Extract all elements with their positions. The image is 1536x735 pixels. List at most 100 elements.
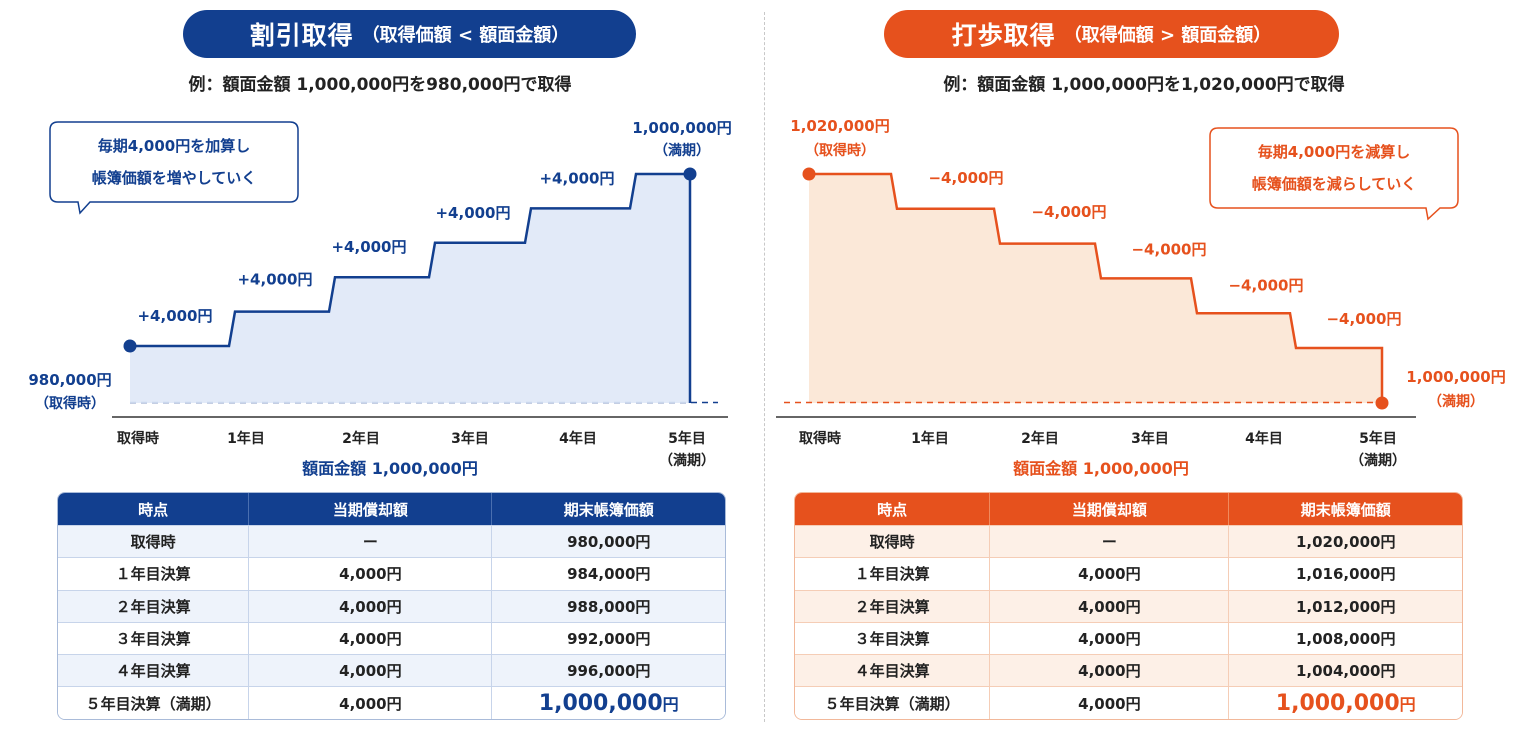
step-line <box>809 172 1384 403</box>
x-tick-label: 3年目 <box>1131 430 1169 447</box>
callout-line-2: 帳簿価額を増やしていく <box>92 169 257 187</box>
step-label: −4,000円 <box>1131 241 1206 259</box>
cell: 4,000円 <box>249 686 493 719</box>
face-value-label: 額面金額 1,000,000円 <box>1012 459 1189 478</box>
step-label: +4,000円 <box>137 307 212 325</box>
x-tick-label: （満期） <box>1350 452 1406 469</box>
cell: 996,000円 <box>492 654 725 687</box>
final-book-value: 1,000,000円 <box>1229 686 1462 719</box>
premium-title: 打歩取得 <box>951 21 1056 50</box>
discount-panel: 割引取得 （取得価額 < 額面金額） 例：額面金額 1,000,000円を980… <box>0 0 760 735</box>
discount-example: 例：額面金額 1,000,000円を980,000円で取得 <box>188 75 572 95</box>
cell: 4,000円 <box>990 621 1230 655</box>
area-fill <box>130 174 690 403</box>
cell: 1,020,000円 <box>1229 525 1462 558</box>
start-point <box>123 339 137 353</box>
end-value-label: 1,000,000円 <box>632 119 731 137</box>
cell: ２年目決算 <box>58 589 250 622</box>
discount-header: 割引取得 （取得価額 < 額面金額） <box>183 10 636 58</box>
start-point <box>802 167 816 181</box>
end-sub-label: （満期） <box>654 142 710 159</box>
premium-table: 時点 当期償却額 期末帳簿価額 取得時ー 1,020,000円 １年目決算 4,00… <box>794 492 1463 720</box>
callout-bubble: 毎期4,000円を減算し 帳簿価額を減らしていく <box>1209 127 1459 221</box>
cell: ５年目決算（満期） <box>795 686 991 719</box>
cell: 4,000円 <box>249 557 493 590</box>
table-row: ３年目決算 4,000円 1,008,000円 <box>795 621 1462 655</box>
discount-title: 割引取得 <box>249 21 354 50</box>
table-row: １年目決算 4,000円 1,016,000円 <box>795 557 1462 590</box>
cell: ４年目決算 <box>795 654 991 687</box>
cell: 1,012,000円 <box>1229 589 1462 622</box>
final-book-value: 1,000,000円 <box>492 686 725 719</box>
discount-subtitle: （取得価額 < 額面金額） <box>361 25 570 46</box>
cell: 992,000円 <box>492 621 725 655</box>
table-row: ２年目決算 4,000円 1,012,000円 <box>795 589 1462 622</box>
premium-example: 例：額面金額 1,000,000円を1,020,000円で取得 <box>943 75 1345 95</box>
table-row: １年目決算 4,000円 984,000円 <box>58 557 725 590</box>
x-tick-label: 2年目 <box>1021 430 1059 447</box>
table-row: ４年目決算 4,000円 1,004,000円 <box>795 654 1462 687</box>
col-header-amortization: 当期償却額 <box>249 493 493 525</box>
col-header-point: 時点 <box>795 493 991 525</box>
table-row: ４年目決算 4,000円 996,000円 <box>58 654 725 687</box>
cell: 4,000円 <box>990 654 1230 687</box>
cell: 4,000円 <box>249 621 493 655</box>
table-row: 取得時ー 1,020,000円 <box>795 525 1462 558</box>
cell: ３年目決算 <box>58 621 250 655</box>
table-row: ２年目決算 4,000円 988,000円 <box>58 589 725 622</box>
x-tick-label: 4年目 <box>559 430 597 447</box>
callout-bubble: 毎期4,000円を加算し 帳簿価額を増やしていく <box>49 121 299 215</box>
end-point <box>683 167 697 181</box>
col-header-point: 時点 <box>58 493 250 525</box>
premium-panel: 打歩取得 （取得価額 > 額面金額） 例：額面金額 1,000,000円を1,0… <box>776 0 1536 735</box>
table-row: ５年目決算（満期） 4,000円 1,000,000円 <box>58 686 725 719</box>
callout-line-1: 毎期4,000円を減算し <box>1258 143 1410 161</box>
step-label: −4,000円 <box>1326 310 1401 328</box>
cell: ４年目決算 <box>58 654 250 687</box>
step-label: −4,000円 <box>1228 276 1303 294</box>
cell: 1,008,000円 <box>1229 621 1462 655</box>
premium-subtitle: （取得価額 > 額面金額） <box>1063 25 1272 46</box>
cell: 988,000円 <box>492 589 725 622</box>
cell: ３年目決算 <box>795 621 991 655</box>
end-value-label: 1,000,000円 <box>1406 368 1505 386</box>
start-value-label: 980,000円 <box>28 371 111 389</box>
x-tick-label: （満期） <box>659 452 715 469</box>
cell: 取得時 <box>795 525 991 558</box>
cell: 1,004,000円 <box>1229 654 1462 687</box>
x-tick-label: 1年目 <box>227 430 265 447</box>
x-tick-label: 3年目 <box>451 430 489 447</box>
cell: 4,000円 <box>249 654 493 687</box>
start-value-label: 1,020,000円 <box>790 117 889 135</box>
table-header-row: 時点 当期償却額 期末帳簿価額 <box>58 493 725 525</box>
premium-step-chart: 毎期4,000円を減算し 帳簿価額を減らしていく −4,000円 −4,000円 −… <box>776 117 1506 478</box>
cell: ２年目決算 <box>795 589 991 622</box>
table-header-row: 時点 当期償却額 期末帳簿価額 <box>795 493 1462 525</box>
callout-line-1: 毎期4,000円を加算し <box>98 137 250 155</box>
area-fill <box>809 174 1382 403</box>
cell: 4,000円 <box>990 557 1230 590</box>
face-value-label: 額面金額 1,000,000円 <box>301 459 478 478</box>
col-header-book-value: 期末帳簿価額 <box>1229 493 1462 525</box>
premium-header: 打歩取得 （取得価額 > 額面金額） <box>884 10 1339 58</box>
table-row: ３年目決算 4,000円 992,000円 <box>58 621 725 655</box>
table-row: ５年目決算（満期） 4,000円 1,000,000円 <box>795 686 1462 719</box>
end-sub-label: （満期） <box>1428 393 1484 410</box>
col-header-book-value: 期末帳簿価額 <box>492 493 725 525</box>
cell: ー <box>249 525 493 558</box>
col-header-amortization: 当期償却額 <box>990 493 1230 525</box>
center-divider <box>764 12 765 722</box>
cell: 984,000円 <box>492 557 725 590</box>
start-sub-label: （取得時） <box>805 142 875 159</box>
callout-line-2: 帳簿価額を減らしていく <box>1252 175 1417 193</box>
step-line <box>130 172 692 403</box>
cell: 980,000円 <box>492 525 725 558</box>
start-sub-label: （取得時） <box>35 395 105 412</box>
cell: １年目決算 <box>58 557 250 590</box>
cell: ５年目決算（満期） <box>58 686 250 719</box>
x-tick-label: 2年目 <box>342 430 380 447</box>
x-tick-label: 5年目 <box>1359 430 1397 447</box>
x-tick-label: 取得時 <box>117 430 159 447</box>
step-label: +4,000円 <box>539 169 614 187</box>
cell: 取得時 <box>58 525 250 558</box>
